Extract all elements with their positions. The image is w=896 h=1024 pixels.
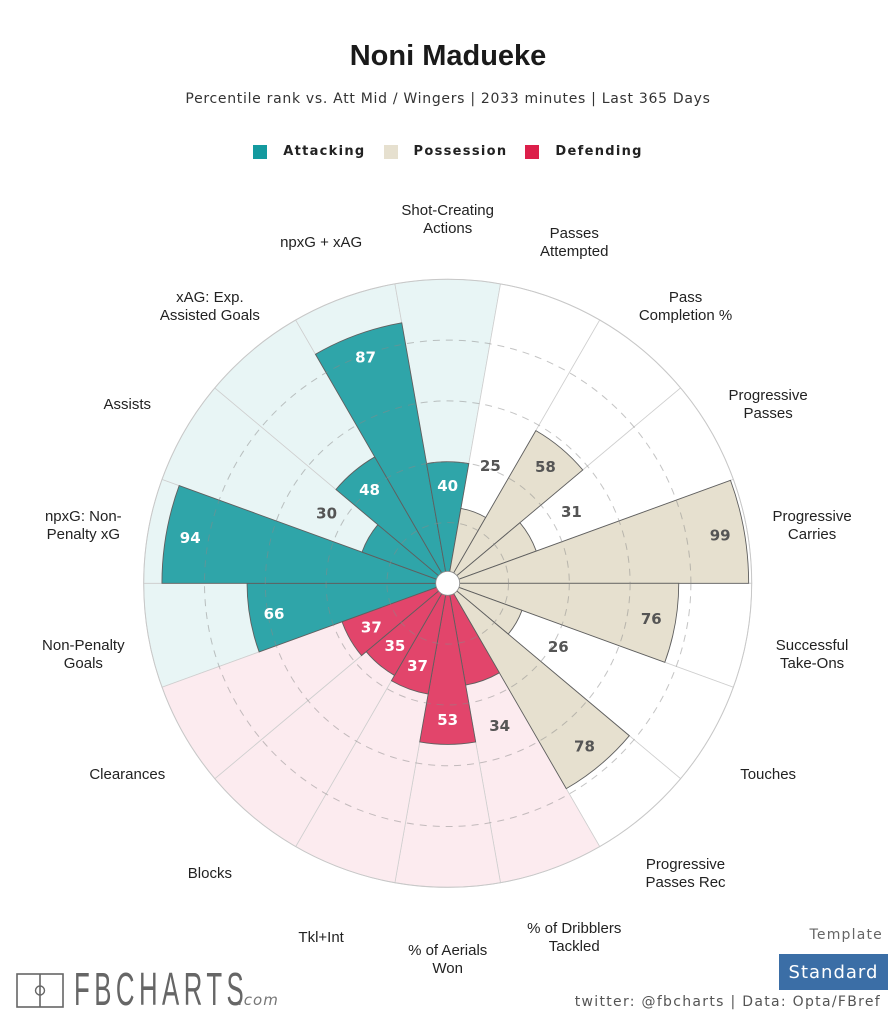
value-label: 37 [361,618,382,636]
template-label: Template [809,927,883,943]
category-label: Passes Attempted [540,224,609,260]
value-label: 48 [359,481,380,499]
gridlines [143,278,753,888]
bar [419,583,477,745]
value-label: 58 [535,458,556,476]
value-label: 31 [561,503,582,521]
legend-label-attacking: Attacking [283,144,366,159]
category-label: Shot-Creating Actions [401,202,494,238]
category-label: Blocks [187,864,232,882]
legend-item-attacking: Attacking [253,144,365,159]
value-label: 30 [316,504,337,522]
bar [314,322,449,584]
category-label: Touches [740,766,797,784]
legend-label-defending: Defending [555,144,643,159]
bar [447,429,584,584]
pitch-logo-icon [16,973,64,1008]
category-label: % of Dribblers Tackled [527,919,622,955]
category-label: npxG: Non- Penalty xG [44,508,122,544]
category-label: Progressive Carries [772,508,852,544]
category-label: Successful Take-Ons [775,636,849,672]
bar [161,484,448,584]
outer-ring [143,278,753,888]
category-label: Progressive Passes Rec [645,855,726,891]
legend-item-possession: Possession [383,144,508,159]
value-label: 35 [385,637,406,655]
category-label: Tkl+Int [298,928,344,946]
category-label: Progressive Passes [728,387,808,423]
value-label: 76 [641,610,662,628]
value-label: 87 [355,349,376,367]
bar [447,582,630,790]
logo-suffix: .com [238,991,279,1009]
logo-wordmark: FBCHARTS [74,963,249,1015]
bar [447,479,750,584]
value-label: 25 [480,457,501,475]
center-hole [435,570,461,596]
chart-title: Noni Madueke [349,40,547,72]
gridline-circle [325,461,570,706]
category-label: npxG + xAG [280,233,363,251]
value-label: 40 [437,477,458,495]
credit-line: twitter: @fbcharts | Data: Opta/FBref [574,994,881,1010]
value-label: 66 [264,605,285,623]
category-label: xAG: Exp. Assisted Goals [159,288,260,324]
legend-swatch-defending [525,144,540,159]
value-label: 37 [407,657,428,675]
bar [341,582,448,657]
category-label: Pass Completion % [638,288,733,324]
legend-swatch-attacking [253,144,268,159]
bars [161,322,750,790]
category-label: Assists [103,396,152,414]
value-label: 99 [710,526,731,544]
legend-swatch-possession [383,144,398,159]
category-label: Non-Penalty Goals [42,636,125,672]
bar [390,583,449,695]
value-label: 78 [574,737,595,755]
legend: Attacking Possession Defending [0,144,896,159]
template-badge: Standard [779,954,888,990]
gridline-circle [264,400,631,767]
category-label: % of Aerials Won [408,942,488,978]
value-label: 34 [489,717,510,735]
value-label: 94 [180,529,201,547]
center [435,570,461,596]
legend-label-possession: Possession [413,144,508,159]
gridline-circle [386,522,510,645]
category-label: Clearances [89,766,166,784]
gridline-circle [204,339,692,827]
value-label: 26 [548,638,569,656]
legend-item-defending: Defending [525,144,642,159]
value-label: 53 [437,711,458,729]
chart-subtitle: Percentile rank vs. Att Mid / Wingers | … [185,91,711,107]
